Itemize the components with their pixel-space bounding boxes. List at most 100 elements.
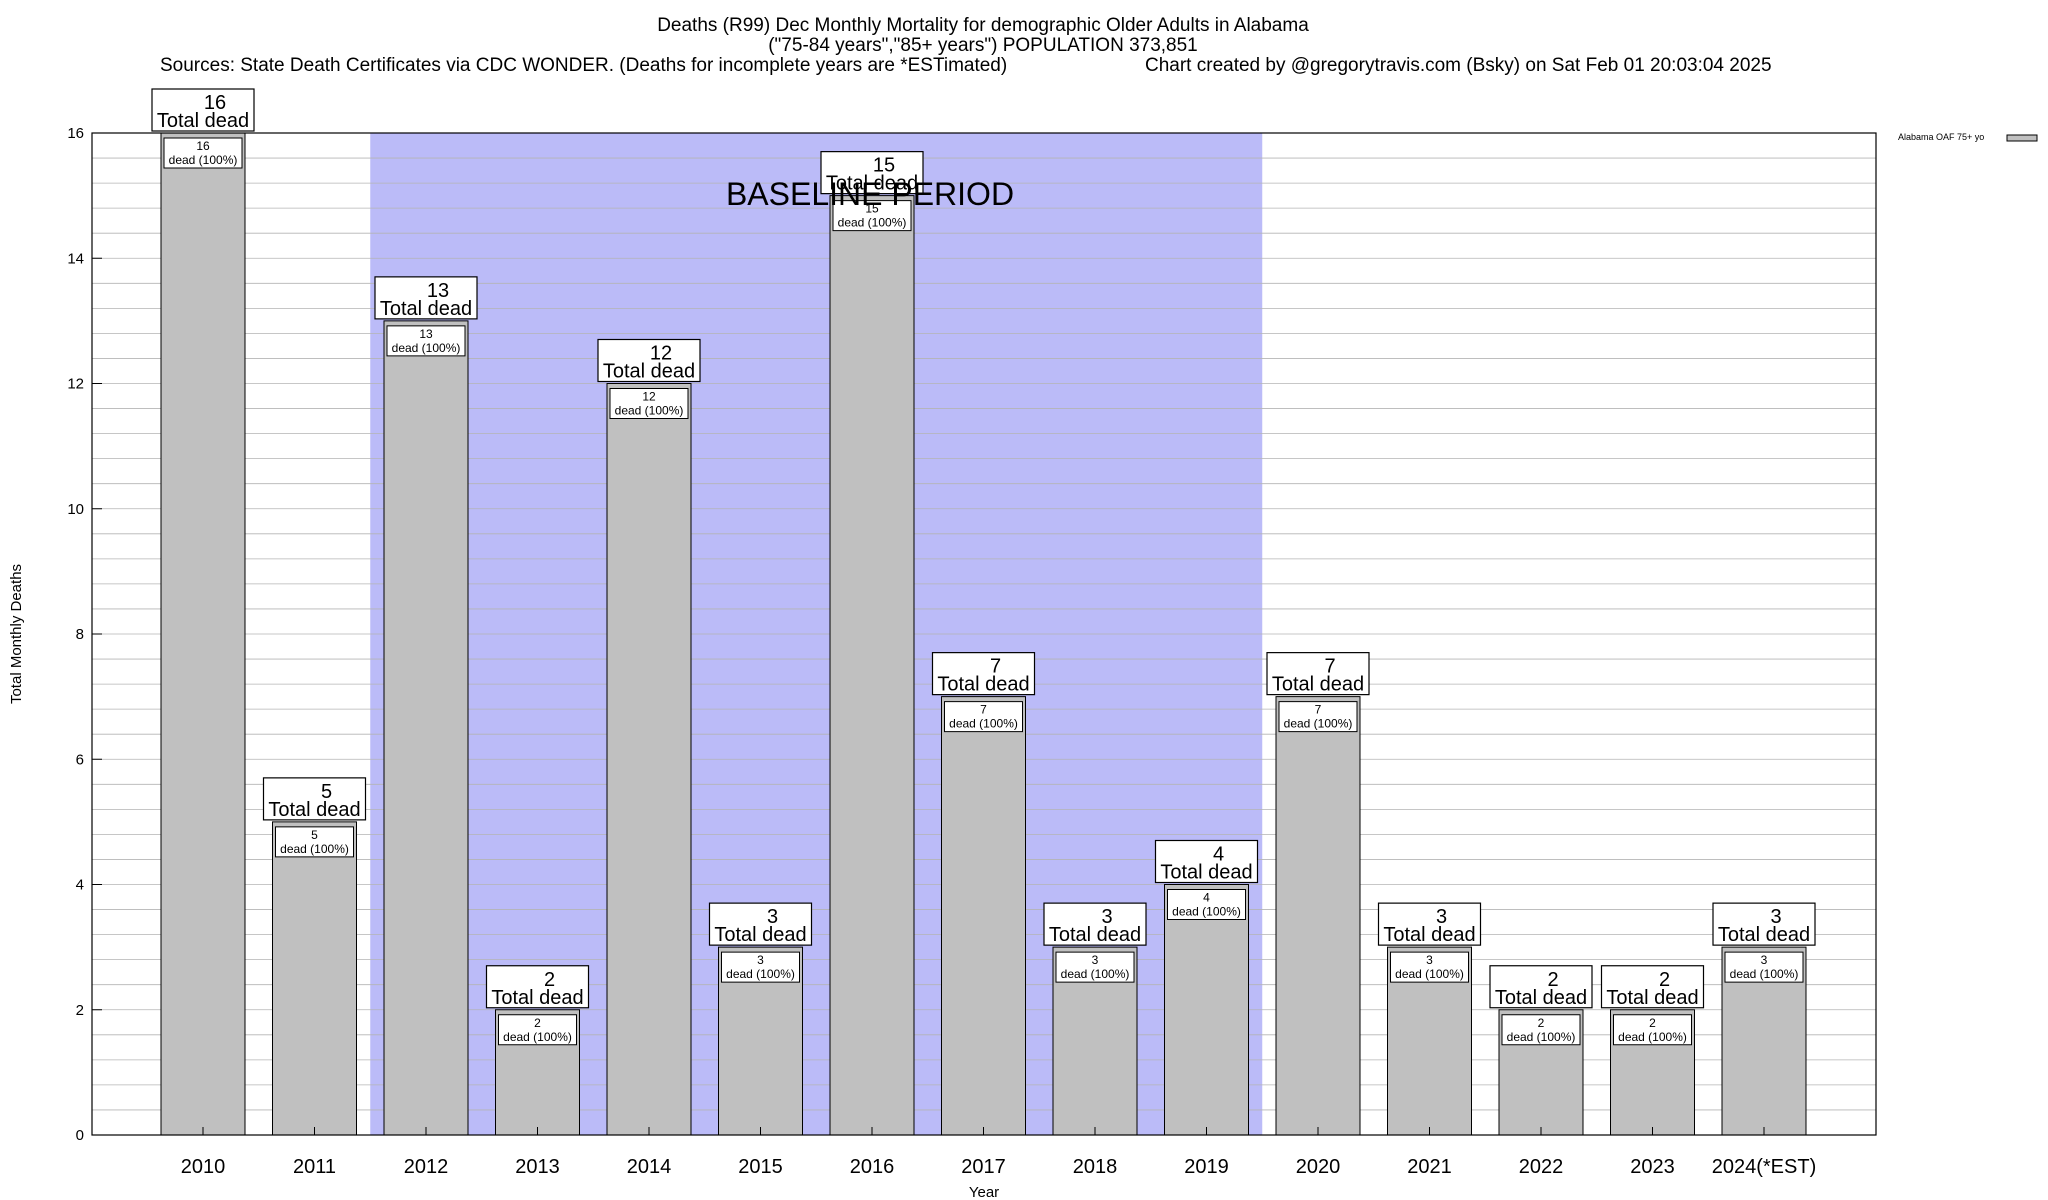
y-tick-label: 6: [76, 751, 84, 768]
x-tick-label-2012: 2012: [404, 1156, 449, 1178]
inner-label-value: 3: [757, 953, 764, 967]
total-label-value: 7: [990, 656, 1001, 678]
inner-label-box: [721, 951, 800, 983]
inner-label-box: [1278, 701, 1358, 733]
inner-label-value: 2: [534, 1016, 541, 1030]
total-label-value: 16: [204, 92, 226, 114]
x-axis-label: Year: [969, 1184, 999, 1200]
x-tick-label-2011: 2011: [293, 1156, 336, 1178]
total-label-box: [485, 965, 590, 1009]
x-tick-label-2020: 2020: [1296, 1156, 1341, 1178]
credit-note: Chart created by @gregorytravis.com (Bsk…: [1145, 55, 1772, 76]
total-label-value: 3: [1770, 906, 1781, 928]
inner-label-value: 3: [1761, 953, 1768, 967]
inner-label-dead: dead (100%): [1618, 1030, 1687, 1044]
total-label-value: 5: [321, 781, 332, 803]
baseline-period-label: BASELINE PERIOD: [726, 176, 1014, 212]
chart-subtitle: ("75-84 years","85+ years") POPULATION 3…: [768, 35, 1198, 56]
inner-label-value: 15: [865, 202, 879, 216]
bar-2011: [272, 821, 357, 1136]
bar-2012: [383, 320, 469, 1136]
x-tick-label-2010: 2010: [181, 1156, 226, 1178]
x-tick-label-2018: 2018: [1073, 1156, 1118, 1178]
inner-label-value: 3: [1426, 953, 1433, 967]
inner-label-dead: dead (100%): [280, 842, 349, 856]
total-label-value: 2: [1547, 969, 1558, 991]
total-label-text: Total dead: [1272, 674, 1364, 696]
x-tick-label-2019: 2019: [1184, 1156, 1229, 1178]
inner-label-box: [163, 137, 243, 169]
x-tick-label-2024(*EST): 2024(*EST): [1712, 1156, 1817, 1178]
y-axis-label: Total Monthly Deaths: [8, 564, 25, 704]
x-tick-label-2014: 2014: [627, 1156, 672, 1178]
x-tick-label-2021: 2021: [1407, 1156, 1452, 1178]
inner-label-box: [1390, 951, 1469, 983]
total-label-text: Total dead: [380, 298, 472, 320]
inner-label-dead: dead (100%): [1061, 967, 1130, 981]
inner-label-dead: dead (100%): [949, 717, 1018, 731]
legend-swatch: [2006, 134, 2038, 142]
y-axis-ticks: 0 2 4 6 8 10 12 14 16: [67, 125, 102, 1144]
y-tick-label: 4: [76, 877, 84, 894]
total-label-value: 2: [544, 969, 555, 991]
y-tick-label: 12: [67, 376, 84, 393]
x-tick-label-2017: 2017: [961, 1156, 1006, 1178]
total-label-text: Total dead: [268, 799, 360, 821]
x-tick-label-2022: 2022: [1519, 1156, 1564, 1178]
total-label-text: Total dead: [491, 987, 583, 1009]
inner-label-box: [1055, 951, 1135, 983]
inner-label-dead: dead (100%): [503, 1030, 572, 1044]
total-label-text: Total dead: [1718, 924, 1810, 946]
total-label-value: 2: [1659, 969, 1670, 991]
inner-label-value: 5: [311, 828, 318, 842]
x-axis-ticks: 2010 2011 2012 2013 2014 2015 2016 2017 2018 2019…: [181, 1127, 1817, 1178]
total-label-text: Total dead: [1495, 987, 1587, 1009]
total-label-box: [931, 652, 1036, 696]
inner-label-value: 7: [1315, 703, 1322, 717]
total-label-box: [1600, 965, 1705, 1009]
total-label-value: 7: [1324, 656, 1335, 678]
inner-label-value: 3: [1092, 953, 1099, 967]
total-label-box: [708, 902, 813, 946]
total-label-text: Total dead: [937, 674, 1029, 696]
y-tick-label: 10: [67, 501, 84, 518]
bar-2017: [941, 696, 1026, 1136]
x-tick-label-2023: 2023: [1630, 1156, 1675, 1178]
inner-label-dead: dead (100%): [1507, 1030, 1576, 1044]
total-label-box: [374, 276, 478, 320]
total-label-text: Total dead: [1606, 987, 1698, 1009]
bar-2014: [606, 383, 692, 1136]
inner-label-box: [498, 1014, 577, 1046]
sources-note: Sources: State Death Certificates via CD…: [160, 55, 1007, 76]
y-tick-label: 14: [67, 250, 84, 267]
inner-label-dead: dead (100%): [1172, 905, 1241, 919]
total-label-box: [1489, 965, 1593, 1009]
total-label-value: 3: [1101, 906, 1112, 928]
inner-label-dead: dead (100%): [615, 404, 684, 418]
total-label-text: Total dead: [826, 173, 918, 195]
total-label-value: 13: [427, 280, 449, 302]
legend-label: Alabama OAF 75+ yo: [1898, 132, 1984, 142]
total-label-box: [1377, 902, 1482, 946]
